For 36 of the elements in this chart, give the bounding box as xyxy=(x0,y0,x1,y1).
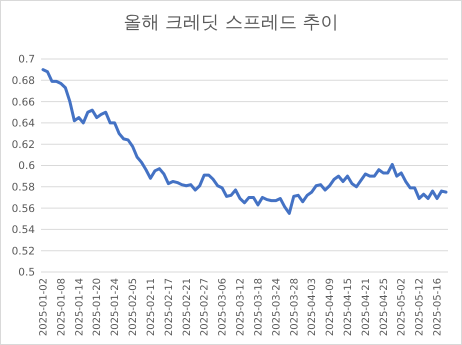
x-tick-label: 2025-03-28 xyxy=(289,278,300,336)
chart-title: 올해 크레딧 스프레드 추이 xyxy=(123,12,339,33)
y-tick-label: 0.52 xyxy=(12,245,35,258)
x-tick-label: 2025-01-20 xyxy=(92,278,104,336)
x-tick-label: 2025-02-21 xyxy=(182,278,193,336)
y-tick-label: 0.62 xyxy=(12,138,35,151)
x-tick-label: 2025-01-14 xyxy=(74,278,86,336)
x-tick-label: 2025-01-08 xyxy=(56,278,68,336)
line-series xyxy=(42,68,448,215)
y-tick-label: 0.54 xyxy=(12,224,36,236)
y-tick-label: 0.7 xyxy=(18,54,35,66)
y-tick-label: 0.68 xyxy=(12,74,35,87)
y-tick-label: 0.66 xyxy=(12,96,36,108)
x-tick-label: 2025-05-16 xyxy=(432,278,444,336)
x-tick-label: 2025-04-25 xyxy=(378,278,390,336)
x-tick-label: 2025-04-09 xyxy=(325,278,336,336)
x-tick-label: 2025-02-11 xyxy=(146,278,157,336)
y-tick-label: 0.64 xyxy=(12,118,36,130)
y-tick-label: 0.58 xyxy=(12,181,35,194)
x-tick-label: 2025-03-18 xyxy=(253,278,264,336)
x-tick-label: 2025-03-06 xyxy=(218,278,229,336)
x-tick-label: 2025-05-02 xyxy=(396,278,408,336)
x-tick-label: 2025-04-15 xyxy=(342,278,354,336)
x-tick-label: 2025-01-02 xyxy=(38,278,50,336)
x-tick-label: 2025-01-24 xyxy=(110,278,122,336)
y-tick-label: 0.5 xyxy=(18,266,35,279)
x-tick-label: 2025-04-21 xyxy=(360,278,372,336)
x-tick-label: 2025-03-12 xyxy=(236,278,247,336)
x-tick-label: 2025-05-12 xyxy=(414,278,426,336)
x-tick-label: 2025-04-03 xyxy=(307,278,318,336)
x-tick-label: 2025-02-27 xyxy=(200,278,211,336)
x-tick-label: 2025-02-05 xyxy=(128,278,140,336)
x-tick-label: 2025-02-17 xyxy=(164,278,175,336)
y-tick-label: 0.6 xyxy=(18,160,36,172)
y-tick-label: 0.56 xyxy=(12,202,36,215)
x-tick-label: 2025-03-24 xyxy=(271,278,282,336)
